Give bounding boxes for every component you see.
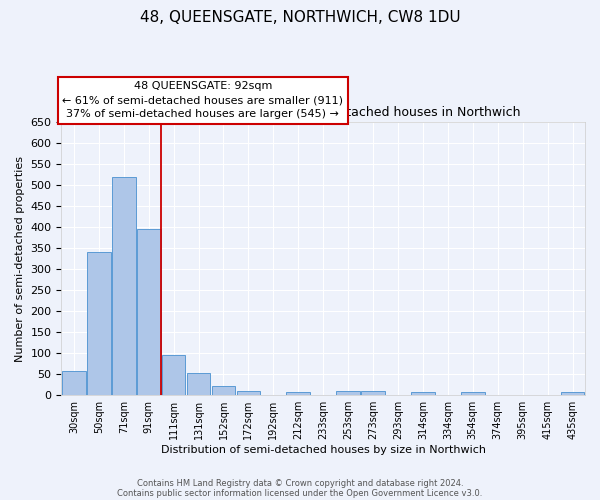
- Bar: [411, 392, 435, 395]
- Bar: [212, 386, 235, 395]
- Text: 48 QUEENSGATE: 92sqm
← 61% of semi-detached houses are smaller (911)
37% of semi: 48 QUEENSGATE: 92sqm ← 61% of semi-detac…: [62, 81, 343, 119]
- Bar: [336, 391, 360, 395]
- Y-axis label: Number of semi-detached properties: Number of semi-detached properties: [15, 156, 25, 362]
- Bar: [137, 229, 161, 395]
- Text: Contains HM Land Registry data © Crown copyright and database right 2024.: Contains HM Land Registry data © Crown c…: [137, 478, 463, 488]
- Bar: [112, 178, 136, 395]
- Text: 48, QUEENSGATE, NORTHWICH, CW8 1DU: 48, QUEENSGATE, NORTHWICH, CW8 1DU: [140, 10, 460, 25]
- X-axis label: Distribution of semi-detached houses by size in Northwich: Distribution of semi-detached houses by …: [161, 445, 486, 455]
- Bar: [286, 392, 310, 395]
- Bar: [162, 356, 185, 395]
- Bar: [187, 374, 211, 395]
- Bar: [236, 391, 260, 395]
- Bar: [361, 391, 385, 395]
- Bar: [461, 392, 485, 395]
- Bar: [87, 252, 110, 395]
- Bar: [62, 371, 86, 395]
- Title: Size of property relative to semi-detached houses in Northwich: Size of property relative to semi-detach…: [125, 106, 521, 120]
- Bar: [560, 392, 584, 395]
- Text: Contains public sector information licensed under the Open Government Licence v3: Contains public sector information licen…: [118, 488, 482, 498]
